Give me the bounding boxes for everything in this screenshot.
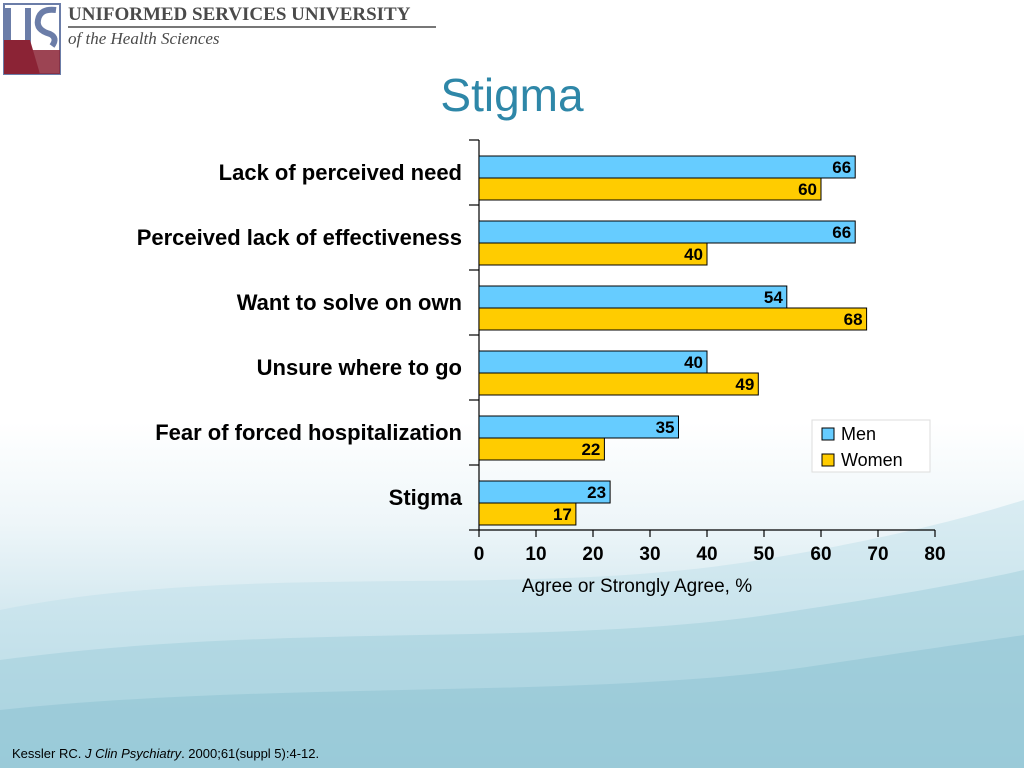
data-label: 54 (764, 288, 783, 307)
data-label: 40 (684, 245, 703, 264)
category-label: Want to solve on own (237, 290, 462, 315)
usu-emblem (3, 3, 61, 75)
legend-swatch-men (821, 427, 835, 441)
citation-author: Kessler RC. (12, 746, 82, 761)
bar-women (478, 242, 708, 266)
bar-women (478, 307, 868, 331)
data-label: 40 (684, 353, 703, 372)
x-tick-label: 60 (810, 544, 831, 565)
bar-men (478, 285, 788, 309)
data-label: 49 (735, 375, 754, 394)
logo-line1: UNIFORMED SERVICES UNIVERSITY (68, 4, 411, 25)
bar-men (478, 350, 708, 374)
legend-label-women: Women (841, 450, 903, 470)
x-tick-label: 10 (525, 544, 546, 565)
logo-line2: of the Health Sciences (68, 29, 220, 48)
bar-women (478, 177, 822, 201)
data-label: 66 (832, 158, 851, 177)
x-tick-label: 0 (474, 544, 485, 565)
data-label: 66 (832, 223, 851, 242)
bar-men (478, 415, 679, 439)
legend-swatch-women (821, 453, 835, 467)
category-label: Lack of perceived need (219, 160, 462, 185)
x-tick-label: 70 (867, 544, 888, 565)
x-tick-label: 50 (753, 544, 774, 565)
bar-men (478, 155, 856, 179)
slide-title: Stigma (440, 69, 584, 121)
usu-logo: UNIFORMED SERVICES UNIVERSITY of the Hea… (3, 3, 436, 75)
bar-women (478, 502, 577, 526)
category-label: Stigma (389, 485, 463, 510)
bar-women (478, 372, 759, 396)
x-tick-label: 40 (696, 544, 717, 565)
x-tick-label: 80 (924, 544, 945, 565)
x-tick-label: 30 (639, 544, 660, 565)
bar-men (478, 220, 856, 244)
data-label: 17 (553, 505, 572, 524)
x-axis-label: Agree or Strongly Agree, % (522, 576, 752, 597)
data-label: 22 (581, 440, 600, 459)
data-label: 60 (798, 180, 817, 199)
x-tick-label: 20 (582, 544, 603, 565)
citation: Kessler RC. J Clin Psychiatry. 2000;61(s… (12, 746, 319, 761)
data-label: 23 (587, 483, 606, 502)
legend-label-men: Men (841, 424, 876, 444)
category-label: Fear of forced hospitalization (155, 420, 462, 445)
category-label: Unsure where to go (257, 355, 462, 380)
bar-women (478, 437, 605, 461)
data-label: 68 (844, 310, 863, 329)
citation-details: . 2000;61(suppl 5):4-12. (181, 746, 320, 761)
data-label: 35 (656, 418, 675, 437)
citation-journal: J Clin Psychiatry (84, 746, 182, 761)
category-label: Perceived lack of effectiveness (137, 225, 462, 250)
